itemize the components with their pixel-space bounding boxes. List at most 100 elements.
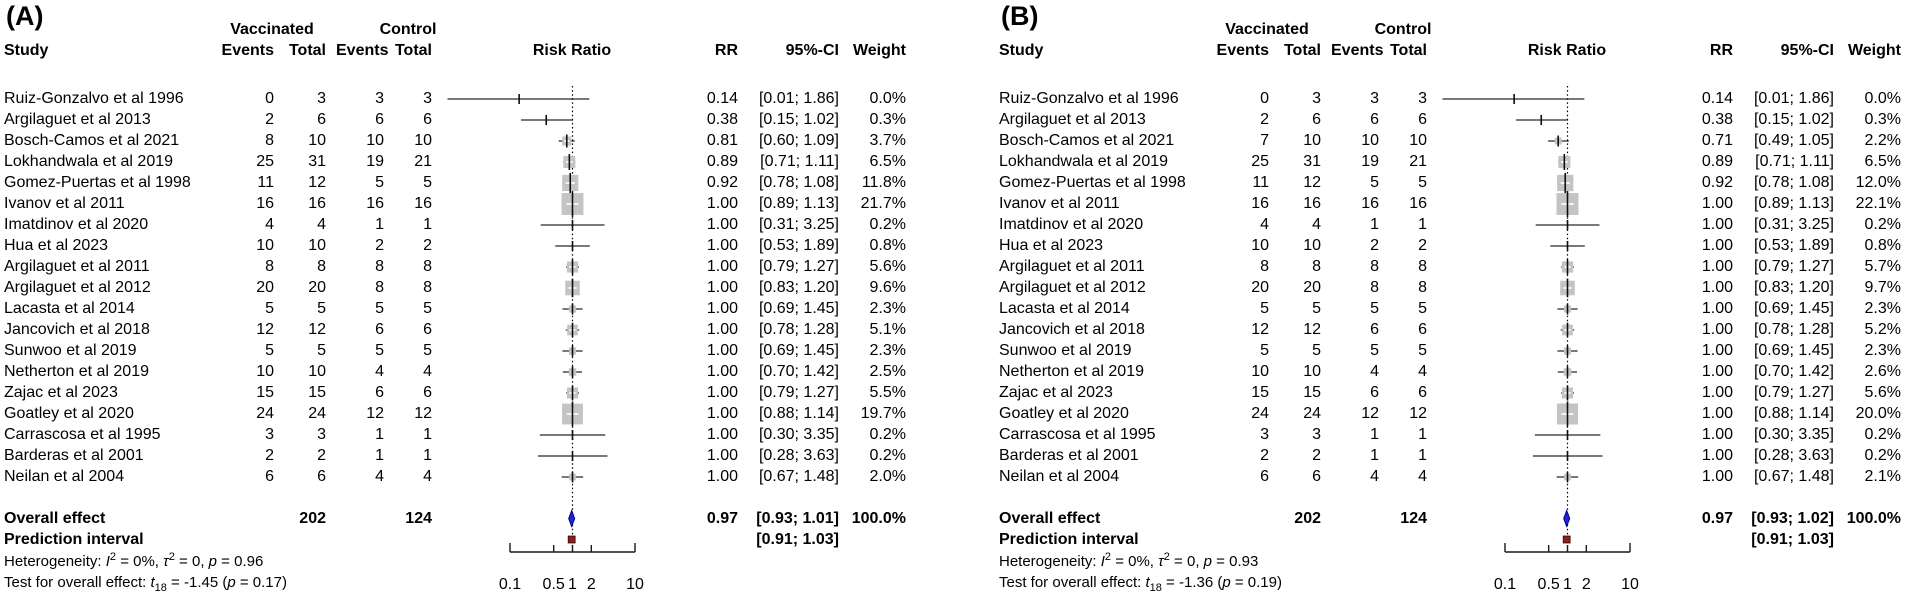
study-name: Carrascosa et al 1995 — [4, 426, 161, 443]
control-total: 8 — [423, 279, 432, 296]
weight-value: 0.8% — [869, 237, 906, 254]
study-row: Jancovich et al 2018 12 12 6 6 1.00 [0.78; 1.2… — [0, 319, 910, 340]
control-total: 8 — [423, 258, 432, 275]
weight-value: 12.0% — [1855, 174, 1901, 191]
rr-value: 1.00 — [706, 405, 738, 422]
rr-value: 1.00 — [706, 384, 738, 401]
rr-value: 1.00 — [1701, 237, 1733, 254]
vaccinated-total: 5 — [1312, 300, 1321, 317]
weight-value: 19.7% — [860, 405, 906, 422]
ci-value: [0.60; 1.09] — [758, 132, 839, 149]
overall-control-total: 124 — [1400, 510, 1427, 527]
control-events: 19 — [1361, 153, 1379, 170]
vaccinated-events: 20 — [256, 279, 274, 296]
control-total: 4 — [423, 468, 432, 485]
weight-value: 2.0% — [869, 468, 906, 485]
vaccinated-total: 5 — [1312, 342, 1321, 359]
overall-vaccinated-total: 202 — [299, 510, 326, 527]
vaccinated-total: 3 — [317, 426, 326, 443]
control-events: 1 — [375, 216, 384, 233]
weight-value: 0.3% — [1864, 111, 1901, 128]
vaccinated-total: 3 — [1312, 426, 1321, 443]
study-name: Ivanov et al 2011 — [4, 195, 125, 212]
ci-value: [0.71; 1.11] — [760, 153, 839, 170]
control-events: 3 — [1370, 90, 1379, 107]
study-row: Sunwoo et al 2019 5 5 5 5 1.00 [0.69; 1.45] 2.3… — [995, 340, 1905, 361]
control-events: 5 — [375, 300, 384, 317]
study-row: Ruiz-Gonzalvo et al 1996 0 3 3 3 0.14 [0.01; 1… — [0, 88, 910, 109]
overall-label: Overall effect — [4, 510, 106, 527]
study-row: Lokhandwala et al 2019 25 31 19 21 0.89 [0.71;… — [995, 151, 1905, 172]
weight-value: 2.1% — [1864, 468, 1901, 485]
vaccinated-events: 10 — [256, 237, 274, 254]
control-events: 5 — [1370, 342, 1379, 359]
header-control: Control — [379, 21, 437, 38]
vaccinated-total: 12 — [308, 321, 326, 338]
control-events: 6 — [375, 321, 384, 338]
axis-tick-label: 0.1 — [499, 576, 521, 593]
study-name: Neilan et al 2004 — [999, 468, 1120, 485]
rr-value: 1.00 — [706, 321, 738, 338]
study-name: Hua et al 2023 — [999, 237, 1104, 254]
control-events: 3 — [375, 90, 384, 107]
weight-value: 11.8% — [861, 174, 906, 191]
overall-weight: 100.0% — [1846, 510, 1901, 527]
ci-value: [0.67; 1.48] — [758, 468, 839, 485]
control-total: 21 — [1409, 153, 1427, 170]
control-total: 12 — [414, 405, 432, 422]
vaccinated-total: 12 — [308, 174, 326, 191]
control-events: 4 — [1370, 363, 1379, 380]
axis-tick-label: 0.1 — [1494, 576, 1516, 593]
ci-value: [0.69; 1.45] — [1753, 342, 1834, 359]
vaccinated-total: 10 — [308, 363, 326, 380]
rr-value: 1.00 — [706, 258, 738, 275]
study-row: Gomez-Puertas et al 1998 11 12 5 5 0.92 [0.78;… — [995, 172, 1905, 193]
heterogeneity-line: Heterogeneity: I2 = 0%, τ2 = 0, p = 0.93 — [999, 551, 1259, 571]
control-total: 16 — [414, 195, 432, 212]
header-study: Study — [999, 42, 1044, 59]
overall-test-line: Test for overall effect: t18 = -1.36 (p … — [999, 574, 1282, 593]
header-weight: Weight — [1847, 42, 1901, 59]
control-events: 8 — [1370, 258, 1379, 275]
control-total: 5 — [423, 342, 432, 359]
rr-value: 0.92 — [706, 174, 738, 191]
ci-value: [0.70; 1.42] — [758, 363, 839, 380]
weight-value: 0.3% — [869, 111, 906, 128]
axis-tick-label: 10 — [1621, 576, 1639, 593]
weight-value: 0.8% — [1864, 237, 1901, 254]
vaccinated-events: 0 — [1260, 90, 1269, 107]
control-total: 5 — [423, 174, 432, 191]
weight-value: 0.2% — [1864, 426, 1901, 443]
prediction-label: Prediction interval — [999, 531, 1139, 548]
control-total: 1 — [423, 216, 432, 233]
prediction-label: Prediction interval — [4, 531, 144, 548]
study-row: Netherton et al 2019 10 10 4 4 1.00 [0.70; 1.4… — [995, 361, 1905, 382]
rr-value: 1.00 — [1701, 279, 1733, 296]
header-control-total: Total — [1389, 42, 1427, 59]
vaccinated-events: 5 — [265, 342, 274, 359]
control-events: 4 — [1370, 468, 1379, 485]
overall-control-total: 124 — [405, 510, 432, 527]
study-row: Carrascosa et al 1995 3 3 1 1 1.00 [0.30; 3.35… — [0, 424, 910, 445]
overall-weight: 100.0% — [851, 510, 906, 527]
header-vaccinated: Vaccinated — [230, 21, 314, 38]
weight-value: 2.5% — [869, 363, 906, 380]
weight-value: 21.7% — [860, 195, 906, 212]
study-row: Imatdinov et al 2020 4 4 1 1 1.00 [0.31; 3.25]… — [995, 214, 1905, 235]
overall-rr: 0.97 — [706, 510, 738, 527]
study-name: Jancovich et al 2018 — [4, 321, 150, 338]
control-events: 19 — [366, 153, 384, 170]
study-row: Lacasta et al 2014 5 5 5 5 1.00 [0.69; 1.45] 2.… — [0, 298, 910, 319]
control-total: 6 — [423, 384, 432, 401]
vaccinated-total: 10 — [308, 237, 326, 254]
control-total: 1 — [423, 447, 432, 464]
prediction-row: Prediction interval [0.91; 1.03] — [995, 529, 1905, 550]
study-row: Neilan et al 2004 6 6 4 4 1.00 [0.67; 1.48] 2.1… — [995, 466, 1905, 487]
vaccinated-events: 5 — [1260, 342, 1269, 359]
axis-tick-label: 2 — [587, 576, 596, 593]
rr-value: 1.00 — [1701, 342, 1733, 359]
vaccinated-events: 10 — [1251, 237, 1269, 254]
study-name: Barderas et al 2001 — [4, 447, 144, 464]
study-name: Lacasta et al 2014 — [999, 300, 1130, 317]
ci-value: [0.69; 1.45] — [758, 300, 839, 317]
